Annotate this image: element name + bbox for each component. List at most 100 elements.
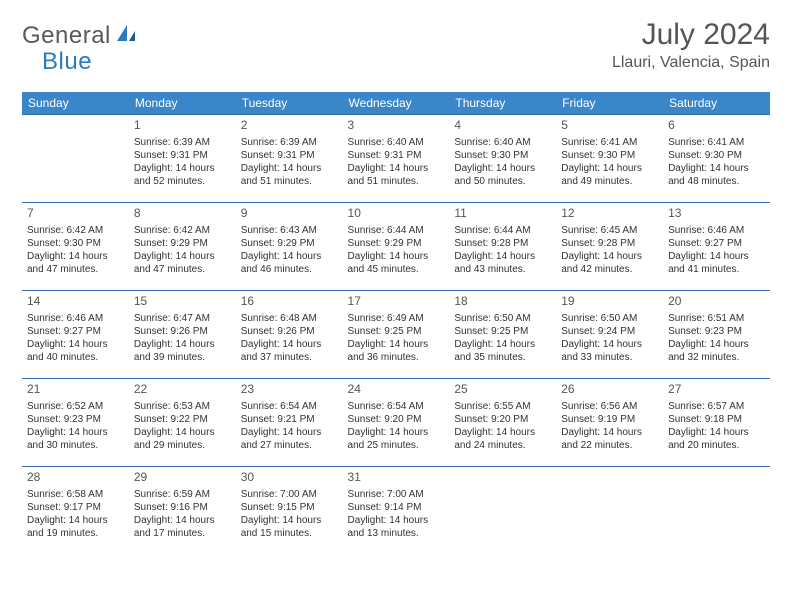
daylight-line: Daylight: 14 hours and 22 minutes. bbox=[561, 426, 658, 452]
daylight-line: Daylight: 14 hours and 40 minutes. bbox=[27, 338, 124, 364]
calendar-day-cell: 8Sunrise: 6:42 AMSunset: 9:29 PMDaylight… bbox=[129, 203, 236, 291]
month-title: July 2024 bbox=[612, 18, 770, 52]
sunrise-line: Sunrise: 7:00 AM bbox=[241, 488, 338, 501]
sunrise-line: Sunrise: 6:54 AM bbox=[348, 400, 445, 413]
daylight-line: Daylight: 14 hours and 24 minutes. bbox=[454, 426, 551, 452]
sunrise-line: Sunrise: 6:40 AM bbox=[348, 136, 445, 149]
sunrise-line: Sunrise: 7:00 AM bbox=[348, 488, 445, 501]
calendar-week-row: 1Sunrise: 6:39 AMSunset: 9:31 PMDaylight… bbox=[22, 115, 770, 203]
sunset-line: Sunset: 9:28 PM bbox=[454, 237, 551, 250]
sunrise-line: Sunrise: 6:47 AM bbox=[134, 312, 231, 325]
day-number: 14 bbox=[27, 294, 124, 310]
day-number: 28 bbox=[27, 470, 124, 486]
sunset-line: Sunset: 9:20 PM bbox=[454, 413, 551, 426]
sunset-line: Sunset: 9:22 PM bbox=[134, 413, 231, 426]
day-number: 25 bbox=[454, 382, 551, 398]
sunset-line: Sunset: 9:29 PM bbox=[134, 237, 231, 250]
calendar-week-row: 7Sunrise: 6:42 AMSunset: 9:30 PMDaylight… bbox=[22, 203, 770, 291]
day-number: 29 bbox=[134, 470, 231, 486]
calendar-day-cell: 29Sunrise: 6:59 AMSunset: 9:16 PMDayligh… bbox=[129, 467, 236, 555]
day-number: 26 bbox=[561, 382, 658, 398]
daylight-line: Daylight: 14 hours and 41 minutes. bbox=[668, 250, 765, 276]
daylight-line: Daylight: 14 hours and 30 minutes. bbox=[27, 426, 124, 452]
calendar-day-cell: 31Sunrise: 7:00 AMSunset: 9:14 PMDayligh… bbox=[343, 467, 450, 555]
sunrise-line: Sunrise: 6:39 AM bbox=[241, 136, 338, 149]
day-header: Wednesday bbox=[343, 92, 450, 115]
sunrise-line: Sunrise: 6:50 AM bbox=[561, 312, 658, 325]
calendar-day-cell: 6Sunrise: 6:41 AMSunset: 9:30 PMDaylight… bbox=[663, 115, 770, 203]
calendar-day-cell: 10Sunrise: 6:44 AMSunset: 9:29 PMDayligh… bbox=[343, 203, 450, 291]
sunset-line: Sunset: 9:27 PM bbox=[668, 237, 765, 250]
daylight-line: Daylight: 14 hours and 13 minutes. bbox=[348, 514, 445, 540]
calendar-day-cell: 22Sunrise: 6:53 AMSunset: 9:22 PMDayligh… bbox=[129, 379, 236, 467]
calendar-table: SundayMondayTuesdayWednesdayThursdayFrid… bbox=[22, 92, 770, 555]
calendar-day-cell: 9Sunrise: 6:43 AMSunset: 9:29 PMDaylight… bbox=[236, 203, 343, 291]
sunset-line: Sunset: 9:19 PM bbox=[561, 413, 658, 426]
sunset-line: Sunset: 9:14 PM bbox=[348, 501, 445, 514]
calendar-week-row: 28 Sunrise: 6:58 AMSunset: 9:17 PM Dayligh… bbox=[22, 467, 770, 555]
sunrise-line: Sunrise: 6:54 AM bbox=[241, 400, 338, 413]
calendar-day-cell: 13Sunrise: 6:46 AMSunset: 9:27 PMDayligh… bbox=[663, 203, 770, 291]
calendar-day-cell bbox=[663, 467, 770, 555]
calendar-day-cell: 18Sunrise: 6:50 AMSunset: 9:25 PMDayligh… bbox=[449, 291, 556, 379]
day-number: 11 bbox=[454, 206, 551, 222]
sunset-line: Sunset: 9:16 PM bbox=[134, 501, 231, 514]
logo: General bbox=[22, 18, 139, 50]
sunset-line: Sunset: 9:30 PM bbox=[668, 149, 765, 162]
sunrise-line: Sunrise: 6:58 AM bbox=[27, 488, 124, 501]
sunrise-line: Sunrise: 6:41 AM bbox=[668, 136, 765, 149]
day-number: 15 bbox=[134, 294, 231, 310]
daylight-line: Daylight: 14 hours and 15 minutes. bbox=[241, 514, 338, 540]
daylight-line: Daylight: 14 hours and 42 minutes. bbox=[561, 250, 658, 276]
location: Llauri, Valencia, Spain bbox=[612, 54, 770, 72]
sunset-line: Sunset: 9:15 PM bbox=[241, 501, 338, 514]
day-number: 7 bbox=[27, 206, 124, 222]
sunrise-line: Sunrise: 6:51 AM bbox=[668, 312, 765, 325]
calendar-day-cell: 17Sunrise: 6:49 AMSunset: 9:25 PMDayligh… bbox=[343, 291, 450, 379]
calendar-week-row: 14Sunrise: 6:46 AMSunset: 9:27 PMDayligh… bbox=[22, 291, 770, 379]
calendar-day-cell: 7Sunrise: 6:42 AMSunset: 9:30 PMDaylight… bbox=[22, 203, 129, 291]
daylight-line: Daylight: 14 hours and 49 minutes. bbox=[561, 162, 658, 188]
day-header: Thursday bbox=[449, 92, 556, 115]
sunrise-line: Sunrise: 6:43 AM bbox=[241, 224, 338, 237]
sunrise-line: Sunrise: 6:55 AM bbox=[454, 400, 551, 413]
calendar-day-cell: 4Sunrise: 6:40 AMSunset: 9:30 PMDaylight… bbox=[449, 115, 556, 203]
day-number: 23 bbox=[241, 382, 338, 398]
sunset-line: Sunset: 9:26 PM bbox=[241, 325, 338, 338]
sunset-line: Sunset: 9:21 PM bbox=[241, 413, 338, 426]
calendar-day-cell bbox=[556, 467, 663, 555]
day-number: 8 bbox=[134, 206, 231, 222]
calendar-header-row: SundayMondayTuesdayWednesdayThursdayFrid… bbox=[22, 92, 770, 115]
sunset-line: Sunset: 9:17 PM bbox=[27, 501, 124, 514]
day-number: 3 bbox=[348, 118, 445, 134]
calendar-week-row: 21Sunrise: 6:52 AMSunset: 9:23 PMDayligh… bbox=[22, 379, 770, 467]
day-header: Monday bbox=[129, 92, 236, 115]
sunrise-line: Sunrise: 6:48 AM bbox=[241, 312, 338, 325]
logo-text-general: General bbox=[22, 22, 111, 50]
calendar-day-cell: 11Sunrise: 6:44 AMSunset: 9:28 PMDayligh… bbox=[449, 203, 556, 291]
day-number: 2 bbox=[241, 118, 338, 134]
daylight-line: Daylight: 14 hours and 32 minutes. bbox=[668, 338, 765, 364]
calendar-day-cell: 2 Sunrise: 6:39 AMSunset: 9:31 PMDaylight… bbox=[236, 115, 343, 203]
sunset-line: Sunset: 9:31 PM bbox=[241, 149, 338, 162]
calendar-day-cell: 16Sunrise: 6:48 AMSunset: 9:26 PMDayligh… bbox=[236, 291, 343, 379]
sunrise-line: Sunrise: 6:42 AM bbox=[134, 224, 231, 237]
sunset-line: Sunset: 9:18 PM bbox=[668, 413, 765, 426]
logo-text-blue: Blue bbox=[42, 48, 92, 75]
sunset-line: Sunset: 9:25 PM bbox=[348, 325, 445, 338]
sunset-line: Sunset: 9:30 PM bbox=[454, 149, 551, 162]
sunset-line: Sunset: 9:29 PM bbox=[241, 237, 338, 250]
daylight-line: Daylight: 14 hours and 27 minutes. bbox=[241, 426, 338, 452]
day-number: 1 bbox=[134, 118, 231, 134]
daylight-line: Daylight: 14 hours and 36 minutes. bbox=[348, 338, 445, 364]
calendar-day-cell: 21Sunrise: 6:52 AMSunset: 9:23 PMDayligh… bbox=[22, 379, 129, 467]
day-number: 16 bbox=[241, 294, 338, 310]
day-number: 22 bbox=[134, 382, 231, 398]
daylight-line: Daylight: 14 hours and 51 minutes. bbox=[241, 162, 338, 188]
day-number: 12 bbox=[561, 206, 658, 222]
day-number: 30 bbox=[241, 470, 338, 486]
title-block: July 2024 Llauri, Valencia, Spain bbox=[612, 18, 770, 72]
calendar-day-cell bbox=[449, 467, 556, 555]
day-header: Friday bbox=[556, 92, 663, 115]
sunrise-line: Sunrise: 6:50 AM bbox=[454, 312, 551, 325]
